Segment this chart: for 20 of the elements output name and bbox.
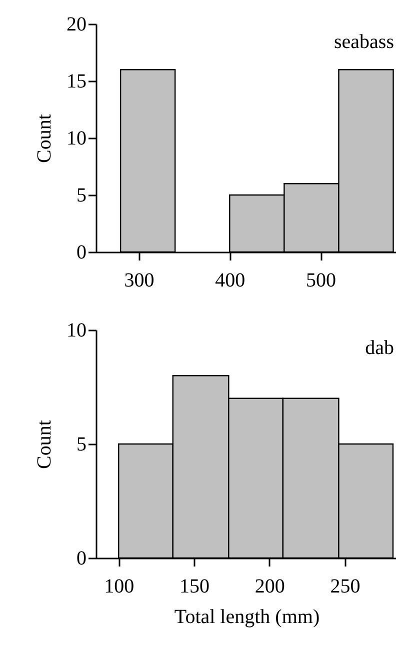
x-tick-label: 100 — [104, 576, 134, 598]
x-tick-label: 200 — [254, 576, 285, 598]
y-tick-label: 5 — [76, 184, 86, 206]
annotation: dab — [365, 337, 394, 359]
x-axis-title: Total length (mm) — [173, 606, 321, 629]
x-tick-label: 150 — [179, 576, 210, 598]
y-tick-label: 10 — [66, 128, 86, 150]
y-tick-label: 10 — [66, 320, 86, 342]
y-axis-title: Count — [34, 114, 56, 163]
x-tick-label: 400 — [215, 270, 246, 292]
y-tick-label: 15 — [66, 70, 86, 92]
y-tick-label: 0 — [76, 548, 86, 570]
annotation: seabass — [334, 31, 394, 53]
x-tick-label: 500 — [306, 270, 336, 292]
y-tick-label: 0 — [76, 242, 86, 264]
y-tick-label: 20 — [66, 14, 86, 36]
x-tick-label: 250 — [330, 576, 360, 598]
y-tick-label: 5 — [76, 434, 86, 456]
y-axis-title: Count — [34, 420, 56, 469]
x-tick-label: 300 — [124, 270, 154, 292]
